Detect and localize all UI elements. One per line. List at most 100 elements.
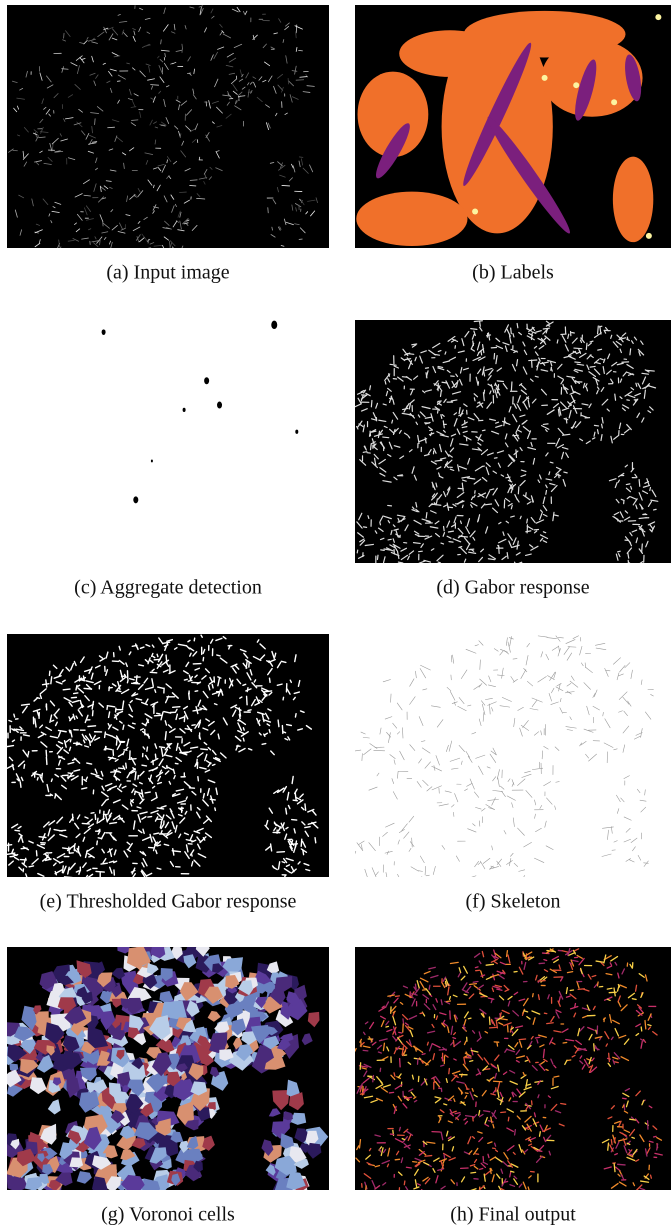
texture-stroke [450,997,451,1000]
panel-image [6,634,329,882]
texture-stroke [126,763,127,768]
texture-stroke [142,765,146,766]
caption: (d) Gabor response [436,577,589,599]
texture-stroke [115,777,116,781]
texture-stroke [628,553,629,558]
texture-stroke [525,1060,527,1061]
texture-stroke [70,739,71,741]
texture-stroke [441,391,442,396]
texture-stroke [561,1104,566,1105]
texture-stroke [594,425,598,426]
texture-stroke [186,797,187,799]
texture-stroke [290,680,291,682]
texture-stroke [154,715,162,716]
texture-stroke [508,1117,509,1121]
texture-stroke [301,839,302,846]
aggregate-spot [217,402,222,409]
texture-stroke [277,852,284,853]
texture-stroke [441,1065,444,1066]
texture-stroke [6,845,11,846]
label-region [356,192,467,246]
aggregate-spot [204,377,209,384]
texture-stroke [631,486,632,489]
texture-stroke [434,1079,435,1083]
texture-stroke [470,1061,473,1062]
texture-stroke [425,1156,432,1157]
texture-stroke [173,707,180,708]
texture-stroke [611,1140,612,1145]
texture-stroke [287,725,292,726]
texture-stroke [262,744,266,745]
texture-stroke [575,362,580,363]
texture-stroke [504,1181,508,1182]
texture-stroke [544,960,547,961]
texture-stroke [632,999,636,1000]
texture-stroke [471,1172,476,1173]
texture-stroke [91,813,94,814]
texture-stroke [108,127,115,128]
texture-stroke [283,732,285,733]
texture-stroke [86,777,87,779]
texture-stroke [540,1132,541,1136]
texture-stroke [511,505,512,508]
label-dot [542,75,548,81]
texture-stroke [184,679,187,680]
texture-stroke [445,352,446,354]
texture-stroke [217,655,220,656]
texture-stroke [157,845,160,846]
texture-stroke [213,764,215,765]
texture-stroke [243,684,246,685]
panel-image [7,5,329,253]
texture-stroke [51,677,52,684]
texture-stroke [28,752,29,756]
texture-stroke [511,328,512,334]
texture-stroke [651,1175,652,1178]
texture-stroke [639,480,640,487]
texture-stroke [39,837,46,838]
texture-stroke [184,716,185,722]
texture-stroke [29,866,33,867]
image-background [7,320,329,563]
texture-stroke [641,1027,642,1031]
texture-stroke [426,513,427,518]
texture-stroke [515,562,519,569]
aggregate-spot [151,460,153,463]
texture-stroke [628,1154,632,1155]
texture-stroke [400,1058,401,1066]
texture-stroke [105,732,106,737]
image-background [355,634,671,877]
texture-stroke [537,1151,542,1152]
texture-stroke [9,720,12,721]
texture-stroke [203,794,204,798]
texture-stroke [72,814,73,820]
texture-stroke [269,678,270,682]
panel-image [353,634,671,884]
texture-stroke [106,799,108,800]
texture-stroke [608,1143,609,1150]
texture-stroke [482,430,485,431]
texture-stroke [357,550,358,553]
texture-stroke [484,390,485,394]
texture-stroke [464,994,467,995]
texture-stroke [111,771,119,772]
texture-stroke [129,759,136,760]
texture-stroke [155,690,156,693]
texture-stroke [543,532,545,533]
texture-stroke [564,472,567,473]
texture-stroke [212,684,213,687]
texture-stroke [46,757,47,764]
image-background [355,320,671,563]
texture-stroke [305,804,306,810]
texture-stroke [636,383,637,386]
texture-stroke [97,818,98,823]
texture-stroke [402,377,407,378]
texture-stroke [586,343,587,349]
texture-stroke [578,989,584,990]
texture-stroke [15,830,19,831]
texture-stroke [480,321,481,326]
texture-stroke [51,720,53,721]
texture-stroke [106,749,111,750]
texture-stroke [315,838,316,843]
texture-stroke [642,544,643,552]
texture-stroke [515,1130,516,1135]
